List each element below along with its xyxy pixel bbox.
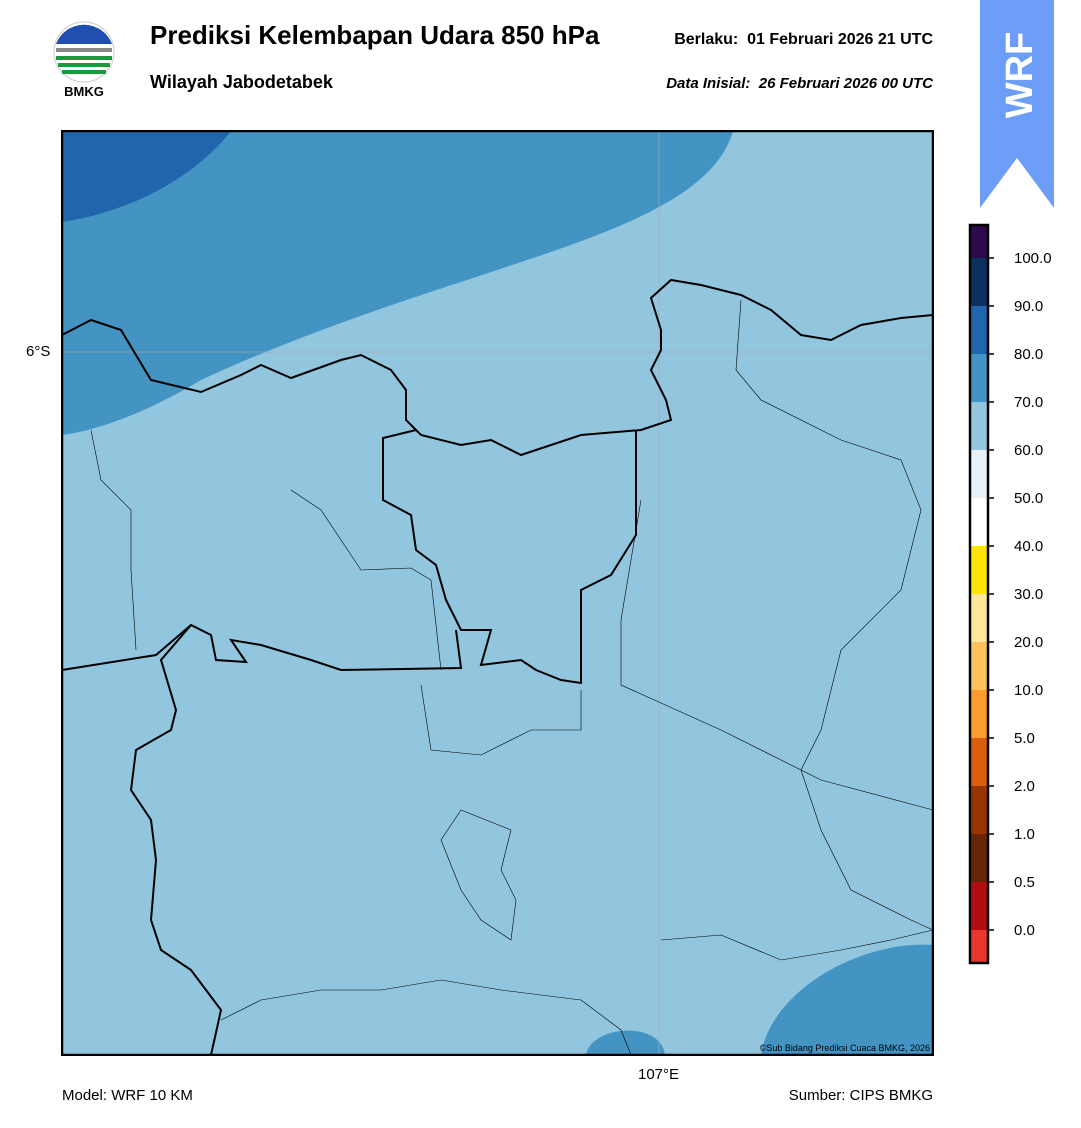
colorbar-tick-label: 0.5 [1014, 874, 1035, 891]
colorbar-segment [970, 690, 988, 738]
colorbar-frame [968, 223, 990, 965]
colorbar-segment [970, 930, 988, 963]
colorbar-segment [970, 642, 988, 690]
colorbar-tick-label: 80.0 [1014, 346, 1043, 363]
title: Prediksi Kelembapan Udara 850 hPa [150, 20, 600, 50]
valid-time: Berlaku: 01 Februari 2026 21 UTC [674, 31, 933, 49]
colorbar-segment [970, 546, 988, 594]
colorbar-segment [970, 402, 988, 450]
colorbar-segment [970, 258, 988, 306]
lon-label: 107°E [638, 1066, 680, 1083]
subtitle: Wilayah Jabodetabek [150, 72, 333, 92]
init-label: Data Inisial: [666, 75, 751, 92]
init-value: 26 Februari 2026 00 UTC [758, 75, 933, 92]
colorbar-tick-label: 20.0 [1014, 634, 1043, 651]
valid-value: 01 Februari 2026 21 UTC [747, 31, 933, 48]
colorbar-segment [970, 594, 988, 642]
wrf-badge: WRF [980, 0, 1054, 208]
colorbar-tick-label: 30.0 [1014, 586, 1043, 603]
colorbar-tick-label: 90.0 [1014, 298, 1043, 315]
colorbar-segment [970, 225, 988, 258]
colorbar-segment [970, 354, 988, 402]
lat-label: 6°S [26, 343, 51, 360]
colorbar-tick-label: 100.0 [1014, 250, 1052, 267]
colorbar-segment [970, 882, 988, 930]
colorbar-tick-label: 1.0 [1014, 826, 1035, 843]
colorbar-segment [970, 498, 988, 546]
colorbar-segment [970, 450, 988, 498]
colorbar-tick-label: 10.0 [1014, 682, 1043, 699]
colorbar-tick-label: 40.0 [1014, 538, 1043, 555]
colorbar-tick-label: 60.0 [1014, 442, 1043, 459]
valid-label: Berlaku: [674, 31, 739, 48]
colorbar: 100.0 90.0 80.0 70.0 60.0 50.0 40.0 30.0 20.0 10.… [968, 223, 1052, 965]
copyright: ©Sub Bidang Prediksi Cuaca BMKG, 2026 [760, 1043, 930, 1053]
colorbar-segment [970, 834, 988, 882]
map: ©Sub Bidang Prediksi Cuaca BMKG, 2026 [61, 130, 934, 1056]
init-time: Data Inisial: 26 Februari 2026 00 UTC [666, 75, 933, 92]
colorbar-segment [970, 786, 988, 834]
colorbar-tick-label: 2.0 [1014, 778, 1035, 795]
logo: BMKG [53, 21, 115, 98]
colorbar-tick-label: 0.0 [1014, 922, 1035, 939]
colorbar-segment [970, 306, 988, 354]
colorbar-tick-label: 70.0 [1014, 394, 1043, 411]
colorbar-segment [970, 738, 988, 786]
model: Model: WRF 10 KM [62, 1087, 193, 1104]
colorbar-tick-label: 50.0 [1014, 490, 1043, 507]
colorbar-tick-label: 5.0 [1014, 730, 1035, 747]
badge-text: WRF [999, 32, 1041, 119]
logo-text: BMKG [64, 84, 104, 98]
source: Sumber: CIPS BMKG [788, 1087, 933, 1104]
